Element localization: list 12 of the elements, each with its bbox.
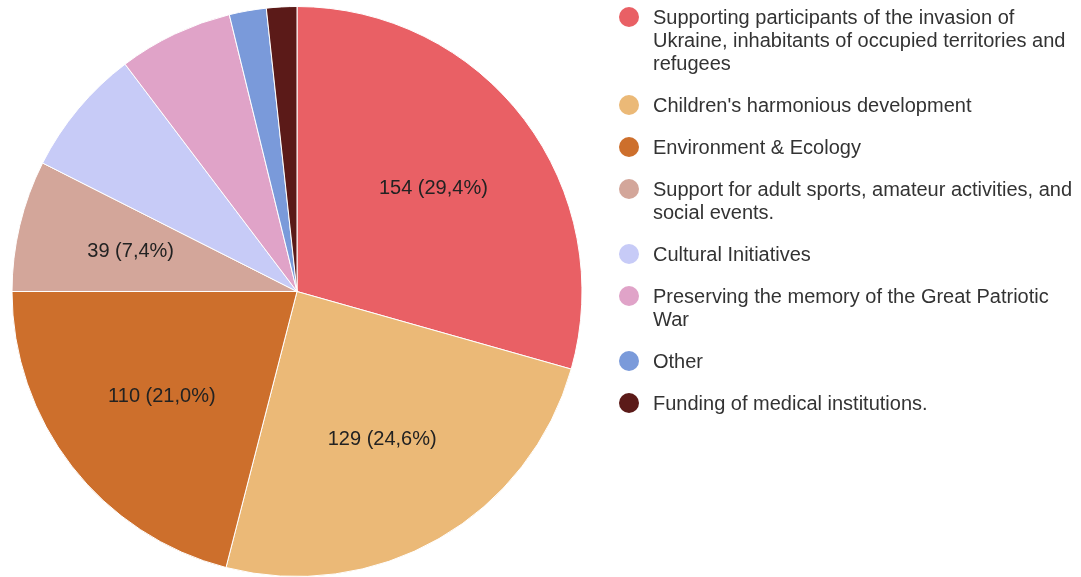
- legend-label: Other: [653, 350, 704, 373]
- legend-label: Cultural Initiatives: [653, 243, 811, 266]
- legend-label: Children's harmonious development: [653, 94, 972, 117]
- data-label: 154 (29,4%): [378, 175, 488, 198]
- legend-label: Supporting participants of the invasion of Ukraine, inhabitants of occupied territories and refugees: [653, 6, 1067, 75]
- data-label: 110 (21,0%): [108, 383, 216, 406]
- data-label: 39 (7,4%): [87, 239, 175, 262]
- legend-label: Support for adult sports, amateur activities, and social events.: [653, 178, 1074, 224]
- legend-label: Environment & Ecology: [653, 136, 861, 159]
- legend-label: Preserving the memory of the Great Patriotic War: [653, 285, 1050, 331]
- data-label: 129 (24,6%): [327, 427, 437, 450]
- legend-label: Funding of medical institutions.: [653, 392, 928, 415]
